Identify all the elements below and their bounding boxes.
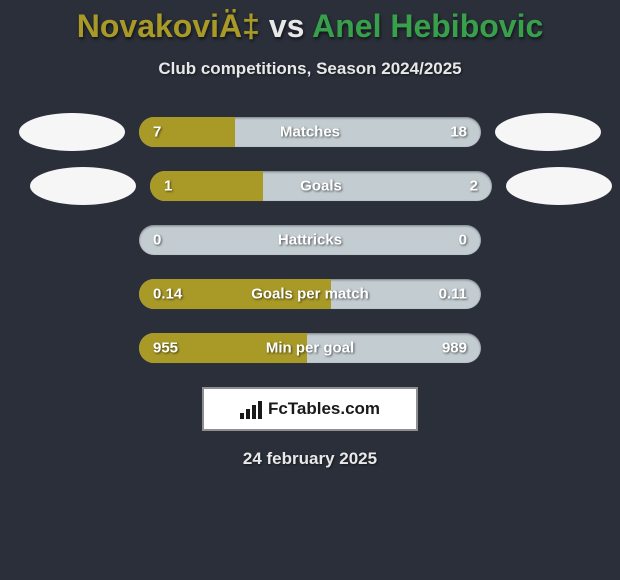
stat-value-left: 1 [164, 178, 172, 195]
stat-value-right: 2 [470, 178, 478, 195]
stat-row: 12Goals [0, 167, 620, 205]
stat-row: 0.140.11Goals per match [0, 275, 620, 313]
stat-value-right: 0 [459, 232, 467, 249]
player-right-avatar [506, 167, 612, 205]
brand-box[interactable]: FcTables.com [202, 387, 418, 431]
stat-value-left: 0.14 [153, 286, 182, 303]
page-title: NovakoviÄ‡ vs Anel Hebibovic [0, 0, 620, 45]
stat-label: Hattricks [139, 232, 481, 249]
stat-bar: 0.140.11Goals per match [139, 279, 481, 309]
stat-bar: 718Matches [139, 117, 481, 147]
stat-bar: 12Goals [150, 171, 492, 201]
stat-bar: 0 0Hattricks [139, 225, 481, 255]
stat-row: 718Matches [0, 113, 620, 151]
timestamp: 24 february 2025 [0, 449, 620, 469]
stat-bar: 955989Min per goal [139, 333, 481, 363]
title-right-name: Anel Hebibovic [312, 8, 543, 44]
stat-value-left: 0 [153, 232, 161, 249]
stats-area: 718Matches12Goals00Hattricks0.140.11Goal… [0, 113, 620, 367]
avatar-placeholder [495, 329, 601, 367]
player-left-avatar [19, 113, 125, 151]
avatar-placeholder [19, 329, 125, 367]
chart-icon [240, 399, 262, 419]
stat-value-right: 0.11 [439, 286, 467, 303]
stat-row: 0 0Hattricks [0, 221, 620, 259]
stat-value-right: 18 [450, 124, 467, 141]
stat-value-right: 989 [442, 340, 467, 357]
player-right-avatar [495, 113, 601, 151]
avatar-placeholder [19, 221, 125, 259]
brand-text: FcTables.com [268, 399, 380, 419]
avatar-placeholder [495, 221, 601, 259]
stat-row: 955989Min per goal [0, 329, 620, 367]
player-left-avatar [30, 167, 136, 205]
stat-value-left: 955 [153, 340, 178, 357]
avatar-placeholder [495, 275, 601, 313]
stat-value-left: 7 [153, 124, 161, 141]
subtitle: Club competitions, Season 2024/2025 [0, 59, 620, 79]
avatar-placeholder [19, 275, 125, 313]
title-vs: vs [269, 8, 305, 44]
title-left-name: NovakoviÄ‡ [77, 8, 260, 44]
